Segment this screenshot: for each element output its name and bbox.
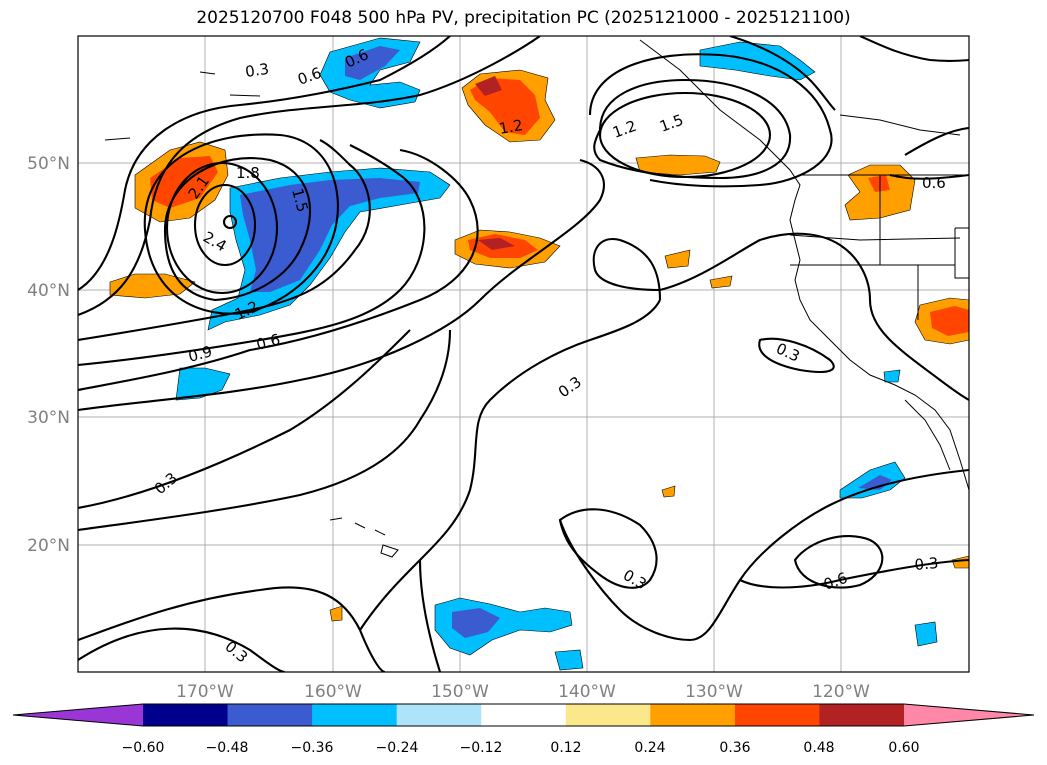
contour-label: 1.2 bbox=[498, 116, 525, 138]
longitude-labels: 170°W 160°W 150°W 140°W 130°W 120°W bbox=[176, 682, 870, 702]
contour-label: 0.3 bbox=[620, 566, 650, 594]
x-tick-label: 170°W bbox=[176, 682, 234, 702]
colorbar-tick-label: 0.36 bbox=[719, 740, 750, 756]
contour-label: 1.2 bbox=[610, 117, 639, 142]
contour-label: 0.3 bbox=[221, 637, 251, 666]
contour-label: 0.3 bbox=[244, 60, 270, 81]
contour-label: 0.3 bbox=[151, 469, 181, 498]
y-tick-label: 40°N bbox=[27, 281, 70, 301]
latitude-labels: 50°N 40°N 30°N 20°N bbox=[27, 154, 70, 556]
contour-label: 1.8 bbox=[236, 164, 260, 182]
y-tick-label: 50°N bbox=[27, 154, 70, 174]
contour-label: 0.3 bbox=[914, 554, 939, 574]
colorbar-tick-label: −0.48 bbox=[206, 740, 249, 756]
pv-contours bbox=[78, 36, 969, 672]
x-tick-label: 160°W bbox=[304, 682, 362, 702]
colorbar-segment bbox=[227, 704, 313, 726]
map-area: 0.3 0.6 0.6 1.8 2.1 2.4 1.5 1.2 0.9 0.6 … bbox=[78, 36, 969, 672]
contour-label: 0.9 bbox=[186, 342, 214, 366]
colorbar-labels: −0.60 −0.48 −0.36 −0.24 −0.12 0.12 0.24 … bbox=[122, 740, 920, 756]
colorbar-segment bbox=[565, 704, 651, 726]
colorbar-tick-label: 0.24 bbox=[634, 740, 665, 756]
y-tick-label: 30°N bbox=[27, 408, 70, 428]
contour-label: 2.4 bbox=[200, 228, 230, 256]
colorbar-tick-label: −0.60 bbox=[122, 740, 165, 756]
x-tick-label: 150°W bbox=[431, 682, 489, 702]
x-tick-label: 120°W bbox=[812, 682, 870, 702]
y-tick-label: 20°N bbox=[27, 536, 70, 556]
colorbar-tick-label: 0.60 bbox=[888, 740, 919, 756]
colorbar-segment bbox=[312, 704, 398, 726]
colorbar-extend-low bbox=[13, 704, 143, 726]
coastlines bbox=[104, 39, 969, 558]
contour-labels: 0.3 0.6 0.6 1.8 2.1 2.4 1.5 1.2 0.9 0.6 … bbox=[151, 45, 946, 666]
colorbar-segment bbox=[396, 704, 482, 726]
positive-precip-areas bbox=[109, 69, 969, 622]
colorbar-segment bbox=[481, 704, 567, 726]
contour-label: 0.6 bbox=[254, 330, 282, 354]
colorbar-extend-high bbox=[904, 704, 1034, 726]
colorbar bbox=[12, 703, 1035, 727]
colorbar-segment bbox=[734, 704, 820, 726]
contour-label: 0.6 bbox=[821, 569, 850, 594]
colorbar-tick-label: 0.48 bbox=[803, 740, 834, 756]
colorbar-tick-label: −0.24 bbox=[376, 740, 419, 756]
x-tick-label: 140°W bbox=[558, 682, 616, 702]
colorbar-segment bbox=[143, 704, 229, 726]
contour-label: 0.6 bbox=[295, 64, 324, 89]
colorbar-segment bbox=[650, 704, 736, 726]
contour-label: 0.3 bbox=[555, 373, 585, 401]
colorbar-tick-label: 0.12 bbox=[550, 740, 581, 756]
contour-label: 1.5 bbox=[657, 111, 686, 136]
colorbar-segment bbox=[819, 704, 905, 726]
contour-label: 0.6 bbox=[922, 174, 946, 192]
map-frame bbox=[77, 35, 970, 673]
chart-title: 2025120700 F048 500 hPa PV, precipitatio… bbox=[196, 8, 851, 28]
x-tick-label: 130°W bbox=[685, 682, 743, 702]
contour-label: 1.5 bbox=[288, 186, 312, 214]
colorbar-outline bbox=[12, 703, 1035, 727]
colorbar-tick-label: −0.36 bbox=[291, 740, 334, 756]
colorbar-tick-label: −0.12 bbox=[460, 740, 503, 756]
